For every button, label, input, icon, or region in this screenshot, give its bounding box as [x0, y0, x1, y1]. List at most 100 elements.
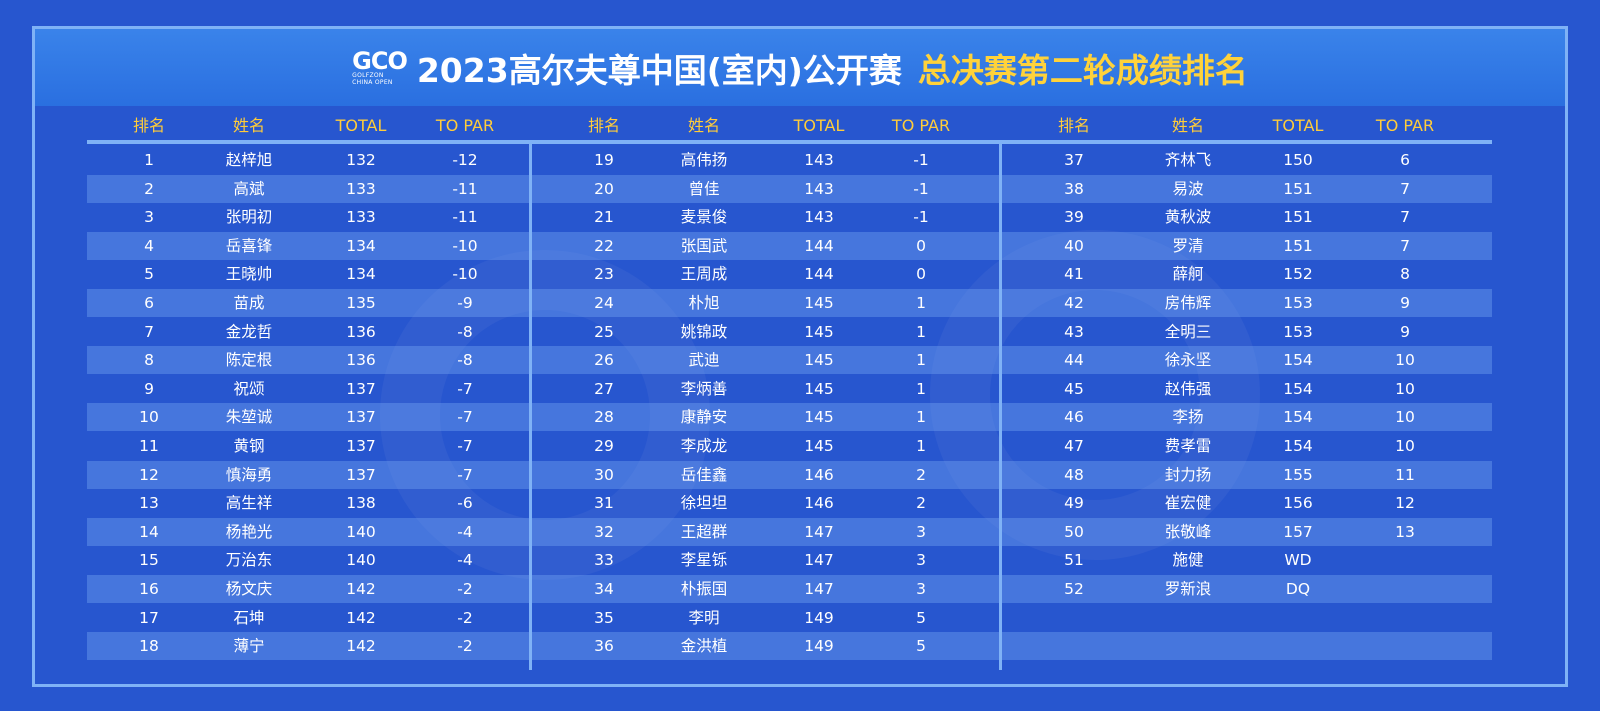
to-par-cell: [1355, 575, 1455, 603]
rank-cell: 4: [144, 236, 154, 255]
table-row: 49 崔宏健 156 12: [1002, 489, 1492, 517]
rank-cell: 18: [139, 637, 159, 656]
rank-cell: 14: [139, 522, 159, 541]
name-cell: 金洪植: [680, 637, 728, 656]
table-row: 31 徐坦坦 146 2: [532, 489, 999, 517]
to-par-cell: -1: [913, 208, 929, 227]
table-row: 25 姚锦政 145 1: [532, 318, 999, 346]
rank-cell: 28: [594, 408, 614, 427]
to-par-cell: -7: [457, 379, 473, 398]
rank-cell: 43: [1064, 322, 1084, 341]
table-row: 36 金洪植 149 5: [532, 632, 999, 661]
total-cell: 144: [804, 236, 834, 255]
total-cell: 151: [1283, 236, 1313, 255]
to-par-cell: 7: [1400, 179, 1410, 198]
table-row: 1 赵梓旭 132 -12: [87, 146, 529, 174]
total-cell: 147: [804, 522, 834, 541]
total-cell: 153: [1283, 322, 1313, 341]
leaderboard-frame: GCO GOLFZON CHINA OPEN 2023高尔夫尊中国(室内)公开赛…: [32, 26, 1568, 687]
rank-cell: 41: [1064, 265, 1084, 284]
rank-cell: 15: [139, 551, 159, 570]
total-cell: 138: [346, 494, 376, 513]
name-cell: 王超群: [680, 522, 728, 541]
table-row: 8 陈定根 136 -8: [87, 346, 529, 375]
table-row: 6 苗成 135 -9: [87, 289, 529, 317]
to-par-cell: -4: [457, 522, 473, 541]
to-par-cell: 10: [1395, 437, 1415, 455]
table-row: 41 薛舸 152 8: [1002, 260, 1492, 288]
name-cell: 金龙哲: [225, 322, 273, 341]
total-cell: 140: [346, 551, 376, 570]
to-par-cell: 1: [916, 437, 926, 455]
header-name: 姓名: [687, 116, 720, 135]
to-par-cell: 1: [916, 379, 926, 398]
header-to-par: TO PAR: [435, 116, 495, 135]
rank-cell: 27: [594, 379, 614, 398]
to-par-cell: 1: [916, 351, 926, 370]
name-cell: 张明初: [225, 208, 273, 227]
to-par-cell: 1: [916, 322, 926, 341]
page-title-highlight: 总决赛第二轮成绩排名: [917, 50, 1248, 90]
table-row: 28 康静安 145 1: [532, 403, 999, 432]
total-cell: 143: [804, 208, 834, 227]
total-cell: 145: [804, 379, 834, 398]
rank-cell: 30: [594, 465, 614, 484]
to-par-cell: -11: [452, 179, 478, 198]
total-cell: 142: [346, 608, 376, 627]
total-cell: 155: [1283, 465, 1313, 484]
table-row: 51 施健 WD: [1002, 546, 1492, 574]
name-cell: 徐永坚: [1164, 351, 1212, 370]
to-par-cell: 8: [1400, 265, 1410, 284]
total-cell: 156: [1283, 494, 1313, 513]
rank-cell: 8: [144, 351, 154, 370]
to-par-cell: 2: [916, 465, 926, 484]
rank-cell: 50: [1064, 522, 1084, 541]
table-row: 29 李成龙 145 1: [532, 432, 999, 460]
header-rank: 排名: [587, 116, 620, 135]
rank-cell: 45: [1064, 379, 1084, 398]
name-cell: 李星铄: [680, 551, 728, 570]
to-par-cell: -4: [457, 551, 473, 570]
to-par-cell: -9: [457, 294, 473, 312]
table-row: 47 费孝雷 154 10: [1002, 432, 1492, 460]
rank-cell: 44: [1064, 351, 1084, 370]
header-divider: [87, 140, 1492, 144]
total-cell: WD: [1284, 551, 1312, 570]
name-cell: 曾佳: [688, 179, 720, 198]
rank-cell: 3: [144, 208, 154, 227]
total-cell: 145: [804, 408, 834, 427]
rank-cell: [1024, 604, 1124, 632]
to-par-cell: 0: [916, 265, 926, 284]
total-cell: 147: [804, 551, 834, 570]
total-cell: 154: [1283, 408, 1313, 427]
name-cell: 石坤: [233, 608, 265, 627]
total-cell: 154: [1283, 379, 1313, 398]
name-cell: 房伟辉: [1164, 294, 1212, 312]
total-cell: [1248, 632, 1348, 660]
table-row: 11 黄钢 137 -7: [87, 432, 529, 460]
name-cell: 万治东: [225, 551, 273, 570]
rank-cell: 49: [1064, 494, 1084, 513]
rank-cell: 47: [1064, 437, 1084, 455]
total-cell: 143: [804, 151, 834, 169]
rank-cell: 11: [139, 437, 159, 455]
rank-cell: 23: [594, 265, 614, 284]
name-cell: 徐坦坦: [680, 494, 728, 513]
to-par-cell: -12: [452, 151, 478, 169]
name-cell: 封力扬: [1164, 465, 1212, 484]
table-row: 52 罗新浪 DQ: [1002, 575, 1492, 603]
table-row: 21 麦景俊 143 -1: [532, 203, 999, 231]
total-cell: 154: [1283, 437, 1313, 455]
to-par-cell: 2: [916, 494, 926, 513]
to-par-cell: -2: [457, 608, 473, 627]
header-total: TOTAL: [793, 116, 845, 135]
rank-cell: 13: [139, 494, 159, 513]
total-cell: 146: [804, 494, 834, 513]
table-row: 38 易波 151 7: [1002, 174, 1492, 203]
total-cell: 136: [346, 351, 376, 370]
rank-cell: 10: [139, 408, 159, 427]
to-par-cell: 7: [1400, 208, 1410, 227]
rank-cell: 7: [144, 322, 154, 341]
name-cell: 苗成: [233, 294, 265, 312]
name-cell: 陈定根: [225, 351, 273, 370]
